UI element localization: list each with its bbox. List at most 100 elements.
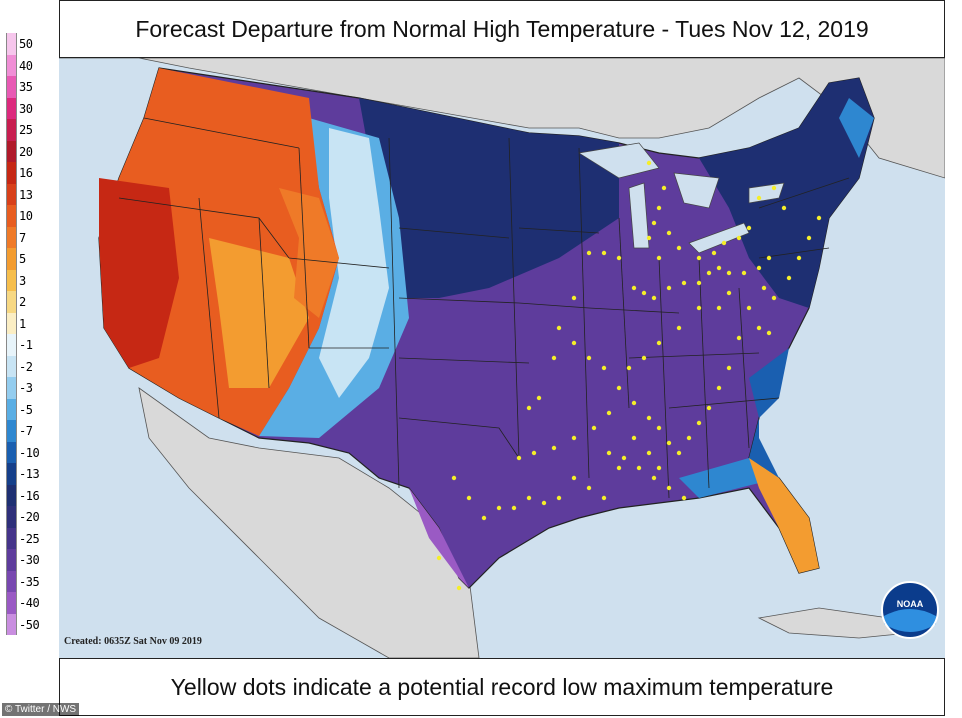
legend-label: -13 (19, 467, 40, 481)
legend-label: 25 (19, 123, 33, 137)
record-low-dot (511, 505, 517, 511)
record-low-dot (666, 230, 672, 236)
legend-label: 16 (19, 166, 33, 180)
record-low-dot (666, 485, 672, 491)
legend-swatch (6, 377, 17, 399)
record-low-dot (586, 485, 592, 491)
record-low-dot (516, 455, 522, 461)
record-low-dot (641, 290, 647, 296)
carolina-blue (749, 348, 789, 478)
record-low-dot (656, 465, 662, 471)
legend-label: -3 (19, 381, 33, 395)
legend-label: 35 (19, 80, 33, 94)
record-low-dot (481, 515, 487, 521)
record-low-dot (726, 365, 732, 371)
map-title: Forecast Departure from Normal High Temp… (59, 0, 945, 58)
temperature-legend: 50 40 35 30 25 20 16 13 10 7 5 3 2 1 -1 -2 -3 -5 -7 -10 -13 -… (3, 33, 43, 641)
record-low-dot (526, 405, 532, 411)
legend-label: -40 (19, 596, 40, 610)
legend-swatch (6, 398, 17, 420)
record-low-dot (636, 465, 642, 471)
record-low-dot (676, 450, 682, 456)
legend-label: -20 (19, 510, 40, 524)
record-low-dot (551, 355, 557, 361)
created-stamp: Created: 0635Z Sat Nov 09 2019 (64, 636, 202, 647)
legend-label: 1 (19, 316, 26, 331)
record-low-dot (771, 295, 777, 301)
record-low-dot (631, 285, 637, 291)
record-low-dot (726, 290, 732, 296)
record-low-dot (606, 410, 612, 416)
lake-superior (578, 142, 660, 179)
record-low-dot (666, 440, 672, 446)
legend-label: 50 (19, 37, 33, 51)
record-low-dot (746, 225, 752, 231)
legend-swatch (6, 613, 17, 635)
record-low-dot (586, 355, 592, 361)
record-low-dot (661, 185, 667, 191)
record-low-dot (711, 250, 717, 256)
legend-swatch (6, 355, 17, 377)
record-low-dot (761, 285, 767, 291)
record-low-dot (601, 250, 607, 256)
legend-label: -50 (19, 617, 40, 632)
record-low-dot (756, 195, 762, 201)
record-low-dot (616, 385, 622, 391)
temperature-map (59, 58, 945, 658)
record-low-dot (616, 465, 622, 471)
legend-swatch (6, 226, 17, 248)
legend-label: -35 (19, 574, 40, 589)
south-texas-light-purple (409, 488, 469, 588)
legend-label: -5 (19, 402, 33, 417)
legend-swatch (6, 183, 17, 205)
record-low-dot (651, 475, 657, 481)
lake-erie (688, 222, 750, 254)
legend-label: 7 (19, 230, 26, 245)
record-low-dot (766, 330, 772, 336)
record-low-dot (601, 495, 607, 501)
california-hot (99, 178, 179, 368)
record-low-dot (746, 305, 752, 311)
record-low-dot (571, 475, 577, 481)
record-low-dot (656, 255, 662, 261)
legend-swatch (6, 484, 17, 506)
record-low-dot (626, 365, 632, 371)
legend-swatch (6, 97, 17, 119)
record-low-dot (456, 585, 462, 591)
legend-swatch (6, 549, 17, 571)
record-low-dot (786, 275, 792, 281)
legend-label: -25 (19, 531, 40, 546)
record-low-dot (656, 340, 662, 346)
record-low-dot (571, 435, 577, 441)
record-low-dot (656, 425, 662, 431)
record-low-dot (496, 505, 502, 511)
legend-label: 40 (19, 58, 33, 73)
record-low-dot (651, 295, 657, 301)
record-low-dot (706, 405, 712, 411)
record-low-dot (631, 400, 637, 406)
footer-note: Yellow dots indicate a potential record … (59, 658, 945, 716)
legend-label: 13 (19, 187, 33, 202)
record-low-dot (681, 280, 687, 286)
record-low-dot (541, 500, 547, 506)
legend-swatch (6, 54, 17, 76)
record-low-dot (766, 255, 772, 261)
record-low-dot (781, 205, 787, 211)
image-credit: © Twitter / NWS (2, 703, 80, 716)
legend-swatch (6, 205, 17, 227)
legend-label: -30 (19, 553, 40, 567)
record-low-dot (551, 445, 557, 451)
great-basin-orange (209, 238, 309, 388)
legend-swatch (6, 269, 17, 291)
legend-swatch (6, 312, 17, 334)
noaa-logo-text: NOAA (897, 599, 924, 609)
record-low-dot (716, 305, 722, 311)
legend-swatch (6, 291, 17, 313)
record-low-dot (666, 285, 672, 291)
mexico-landmass (138, 387, 480, 658)
record-low-dot (641, 355, 647, 361)
record-low-dot (536, 395, 542, 401)
record-low-dot (706, 270, 712, 276)
legend-swatch (6, 119, 17, 141)
legend-label: 5 (19, 252, 26, 266)
